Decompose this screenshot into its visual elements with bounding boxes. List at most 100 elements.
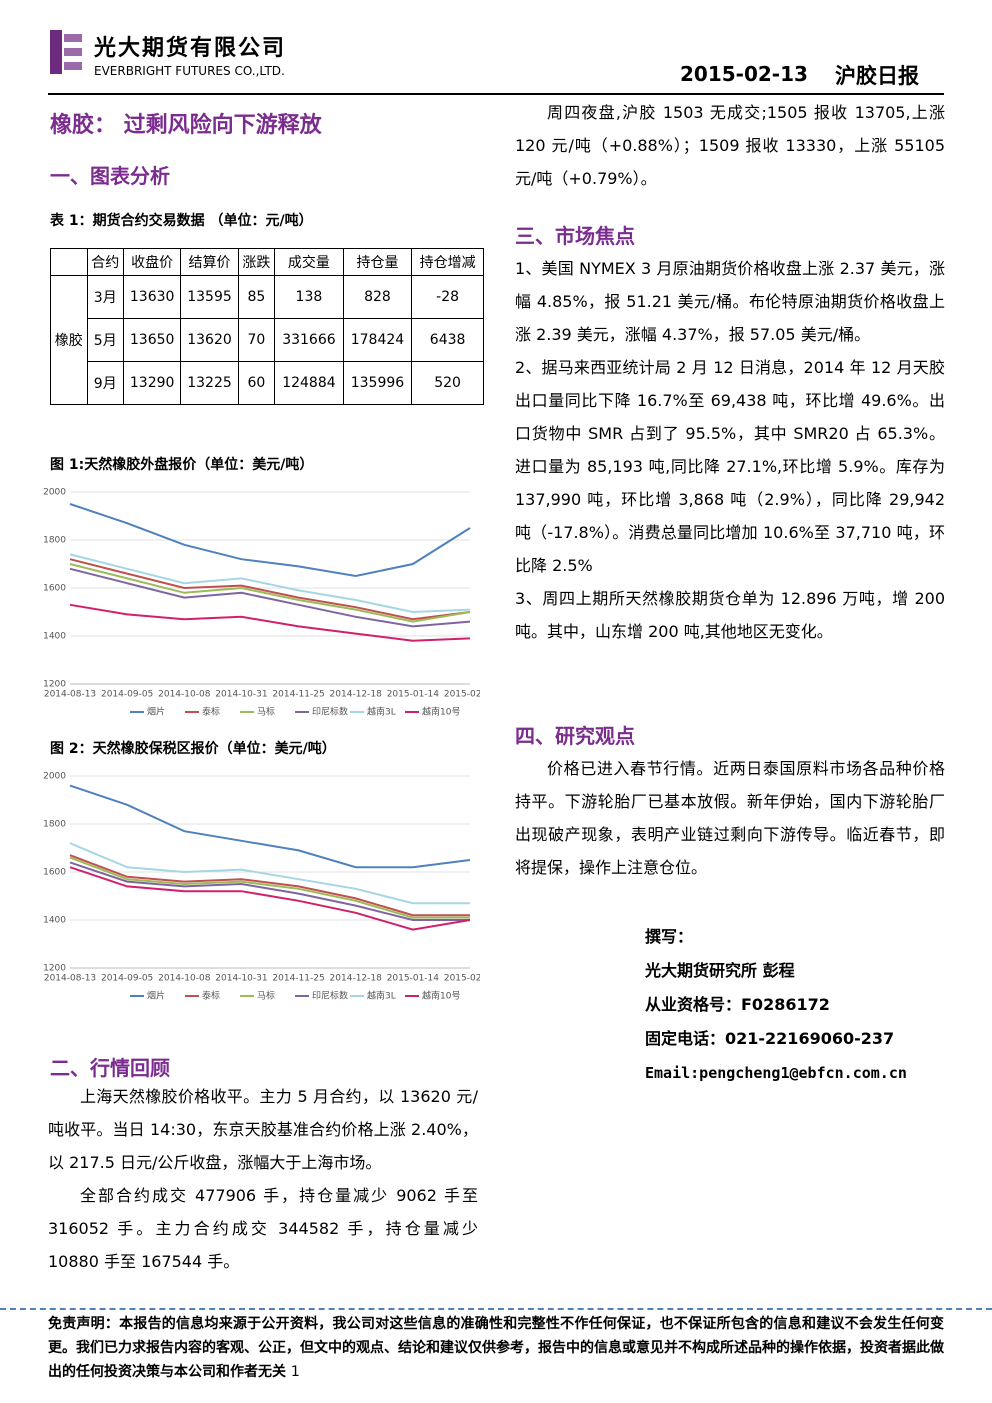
x-tick-label: 2014-11-25 <box>272 690 324 700</box>
series-line <box>69 603 471 642</box>
series-line <box>69 503 471 578</box>
table-cell: 6438 <box>411 318 484 362</box>
table-cell: 3月 <box>86 275 124 319</box>
section-body: 周四夜盘,沪胶 1503 无成交;1505 报收 13705,上涨 120 元/… <box>515 96 945 195</box>
series-line <box>69 866 471 931</box>
series-line <box>69 861 470 921</box>
table-row: 合约 收盘价 结算价 涨跌 成交量 持仓量 持仓增减 <box>50 248 484 276</box>
legend-label: 马标 <box>257 706 275 718</box>
x-tick-label: 2014-09-05 <box>101 974 153 984</box>
section-heading: 一、图表分析 <box>50 164 170 188</box>
table-header: 持仓增减 <box>411 248 484 276</box>
section-heading: 四、研究观点 <box>515 724 635 748</box>
paragraph: 周四夜盘,沪胶 1503 无成交;1505 报收 13705,上涨 120 元/… <box>515 103 945 188</box>
disclaimer-text: 免责声明：本报告的信息均来源于公开资料，我公司对这些信息的准确性和完整性不作任何… <box>48 1316 944 1380</box>
y-tick-label: 1200 <box>43 680 66 690</box>
table-cell: 135996 <box>342 361 413 405</box>
paragraph: 价格已进入春节行情。近两日泰国原料市场各品种价格持平。下游轮胎厂已基本放假。新年… <box>515 759 945 877</box>
paragraph: 全部合约成交 477906 手，持仓量减少 9062 手至 316052 手。主… <box>48 1186 478 1271</box>
table-cell: 331666 <box>274 318 344 362</box>
y-tick-label: 1400 <box>43 632 66 642</box>
legend-label: 印尼标数 <box>312 706 348 718</box>
chart: 1200 1400 1600 1800 2000 2014-08-13 2014-09-05… <box>43 772 480 1002</box>
table-cell: 138 <box>274 275 344 319</box>
legend-label: 泰标 <box>202 706 220 718</box>
author-line: 从业资格号：F0286172 <box>645 995 830 1014</box>
x-tick-label: 2014-10-31 <box>215 974 267 984</box>
y-tick-label: 1600 <box>43 868 66 878</box>
table-cell: 13620 <box>180 318 239 362</box>
y-tick-label: 1800 <box>43 536 66 546</box>
author-block: 撰写： 光大期货研究所 彭程 从业资格号：F0286172 固定电话：021-2… <box>645 920 907 1090</box>
x-tick-label: 2014-08-13 <box>44 974 96 984</box>
x-tick-label: 2014-10-08 <box>158 974 211 984</box>
table-header: 涨跌 <box>237 248 276 276</box>
header-rule <box>48 93 944 95</box>
table-cell: 124884 <box>274 361 344 405</box>
paragraph: 1、美国 NYMEX 3 月原油期货价格收盘上涨 2.37 美元，涨幅 4.85… <box>515 259 945 344</box>
series-line <box>69 842 470 905</box>
paragraph: 2、据马来西亚统计局 2 月 12 日消息，2014 年 12 月天胶出口量同比… <box>515 358 945 575</box>
table-cell: 60 <box>237 361 276 405</box>
x-tick-label: 2014-10-08 <box>158 690 211 700</box>
x-tick-label: 2014-12-18 <box>330 690 383 700</box>
table-cell: 9月 <box>86 361 124 405</box>
series-line <box>69 553 471 614</box>
chart: 1200 1400 1600 1800 2000 2014-08-13 2014-09-05… <box>43 488 480 718</box>
section-body: 上海天然橡胶价格收平。主力 5 月合约，以 13620 元/吨收平。当日 14:… <box>48 1080 478 1278</box>
legend-label: 越南3L <box>367 706 396 718</box>
table-caption: 表 1：期货合约交易数据 （单位：元/吨） <box>50 213 313 229</box>
legend-label: 泰标 <box>202 990 220 1002</box>
chart-title: 图 2：天然橡胶保税区报价（单位：美元/吨） <box>50 741 336 757</box>
table-cell: 13225 <box>180 361 239 405</box>
x-tick-label: 2014-11-25 <box>272 974 324 984</box>
table-header: 持仓量 <box>342 248 413 276</box>
series-line <box>69 567 471 628</box>
chart-title: 图 1:天然橡胶外盘报价（单位：美元/吨） <box>50 457 314 473</box>
section-heading: 三、市场焦点 <box>515 224 635 248</box>
footer-rule <box>0 1308 992 1310</box>
company-en: EVERBRIGHT FUTURES CO.,LTD. <box>94 64 285 78</box>
section-body: 价格已进入春节行情。近两日泰国原料市场各品种价格持平。下游轮胎厂已基本放假。新年… <box>515 752 945 884</box>
author-line: 固定电话：021-22169060-237 <box>645 1029 895 1048</box>
y-tick-label: 1800 <box>43 820 66 830</box>
table-header: 合约 <box>86 248 124 276</box>
legend-label: 越南10号 <box>422 706 460 718</box>
x-tick-label: 2014-08-13 <box>44 690 96 700</box>
table-cell: 520 <box>411 361 484 405</box>
legend-label: 越南10号 <box>422 990 460 1002</box>
table-row: 5月 13650 13620 70 331666 178424 6438 <box>51 318 484 362</box>
y-tick-label: 2000 <box>43 772 66 782</box>
table-cell: 13650 <box>122 318 182 362</box>
section-heading: 二、行情回顾 <box>50 1056 170 1080</box>
author-line: 光大期货研究所 彭程 <box>645 961 795 980</box>
x-tick-label: 2015-01-14 <box>387 690 440 700</box>
table-row: 9月 13290 13225 60 124884 135996 520 <box>51 361 484 405</box>
table-cell: 85 <box>237 275 276 319</box>
table-cell: 70 <box>237 318 276 362</box>
paragraph: 上海天然橡胶价格收平。主力 5 月合约，以 13620 元/吨收平。当日 14:… <box>48 1087 478 1172</box>
y-tick-label: 1400 <box>43 916 66 926</box>
table-cell: -28 <box>411 275 484 319</box>
y-tick-label: 2000 <box>43 488 66 498</box>
legend-label: 马标 <box>257 990 275 1002</box>
paragraph: 3、周四上期所天然橡胶期货仓单为 12.896 万吨，增 200 吨。其中，山东… <box>515 589 945 641</box>
table-cell: 13630 <box>122 275 182 319</box>
report-name: 沪胶日报 <box>835 64 919 88</box>
table-cell: 828 <box>342 275 413 319</box>
disclaimer: 免责声明：本报告的信息均来源于公开资料，我公司对这些信息的准确性和完整性不作任何… <box>48 1312 944 1384</box>
series-line <box>69 784 471 869</box>
legend-label: 印尼标数 <box>312 990 348 1002</box>
author-line: Email:pengcheng1@ebfcn.com.cn <box>645 1064 907 1082</box>
series-line <box>69 854 470 917</box>
table-cell <box>50 248 88 276</box>
table-header: 结算价 <box>180 248 239 276</box>
y-tick-label: 1600 <box>43 584 66 594</box>
x-tick-label: 2014-10-31 <box>215 690 267 700</box>
x-tick-label: 2015-02-06 <box>444 690 480 700</box>
table-header: 成交量 <box>274 248 344 276</box>
company-cn: 光大期货有限公司 <box>94 36 287 61</box>
logo <box>50 30 82 74</box>
data-table: 合约 收盘价 结算价 涨跌 成交量 持仓量 持仓增减 橡胶 3月 13630 13595 85 138 8… <box>50 248 484 405</box>
table-cell: 178424 <box>342 318 413 362</box>
